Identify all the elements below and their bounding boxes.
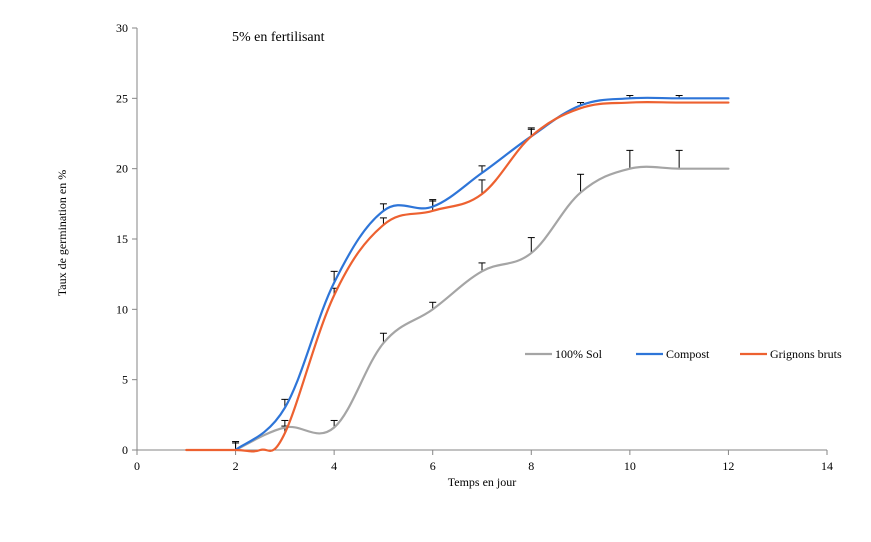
y-tick-label: 20 [116, 162, 128, 176]
error-bars [232, 95, 683, 450]
tick-labels: 0 2 4 6 8 10 12 14 0 5 10 15 20 25 30 [116, 21, 833, 473]
chart-title: 5% en fertilisant [232, 30, 325, 45]
x-tick-label: 8 [528, 459, 534, 473]
series-line-100-sol [234, 165, 730, 452]
x-tick-label: 12 [722, 459, 734, 473]
y-tick-label: 25 [116, 91, 128, 105]
x-tick-label: 14 [821, 459, 833, 473]
series-line-compost [234, 96, 730, 452]
x-tick-label: 0 [134, 459, 140, 473]
series-line-grignons-bruts [185, 101, 730, 453]
y-axis-label: Taux de germination en % [55, 170, 69, 296]
series-lines [185, 96, 730, 453]
x-tick-label: 10 [624, 459, 636, 473]
axes [132, 27, 828, 455]
legend-label-compost: Compost [666, 347, 710, 361]
x-tick-label: 2 [233, 459, 239, 473]
legend: 100% Sol Compost Grignons bruts [525, 347, 842, 361]
y-tick-label: 15 [116, 232, 128, 246]
y-tick-label: 0 [122, 443, 128, 457]
y-tick-label: 5 [122, 373, 128, 387]
legend-label-100-sol: 100% Sol [555, 347, 603, 361]
legend-label-grignons-bruts: Grignons bruts [770, 347, 842, 361]
x-tick-label: 4 [331, 459, 337, 473]
y-tick-label: 10 [116, 302, 128, 316]
y-tick-label: 30 [116, 21, 128, 35]
x-tick-label: 6 [430, 459, 436, 473]
x-axis-label: Temps en jour [448, 475, 516, 489]
